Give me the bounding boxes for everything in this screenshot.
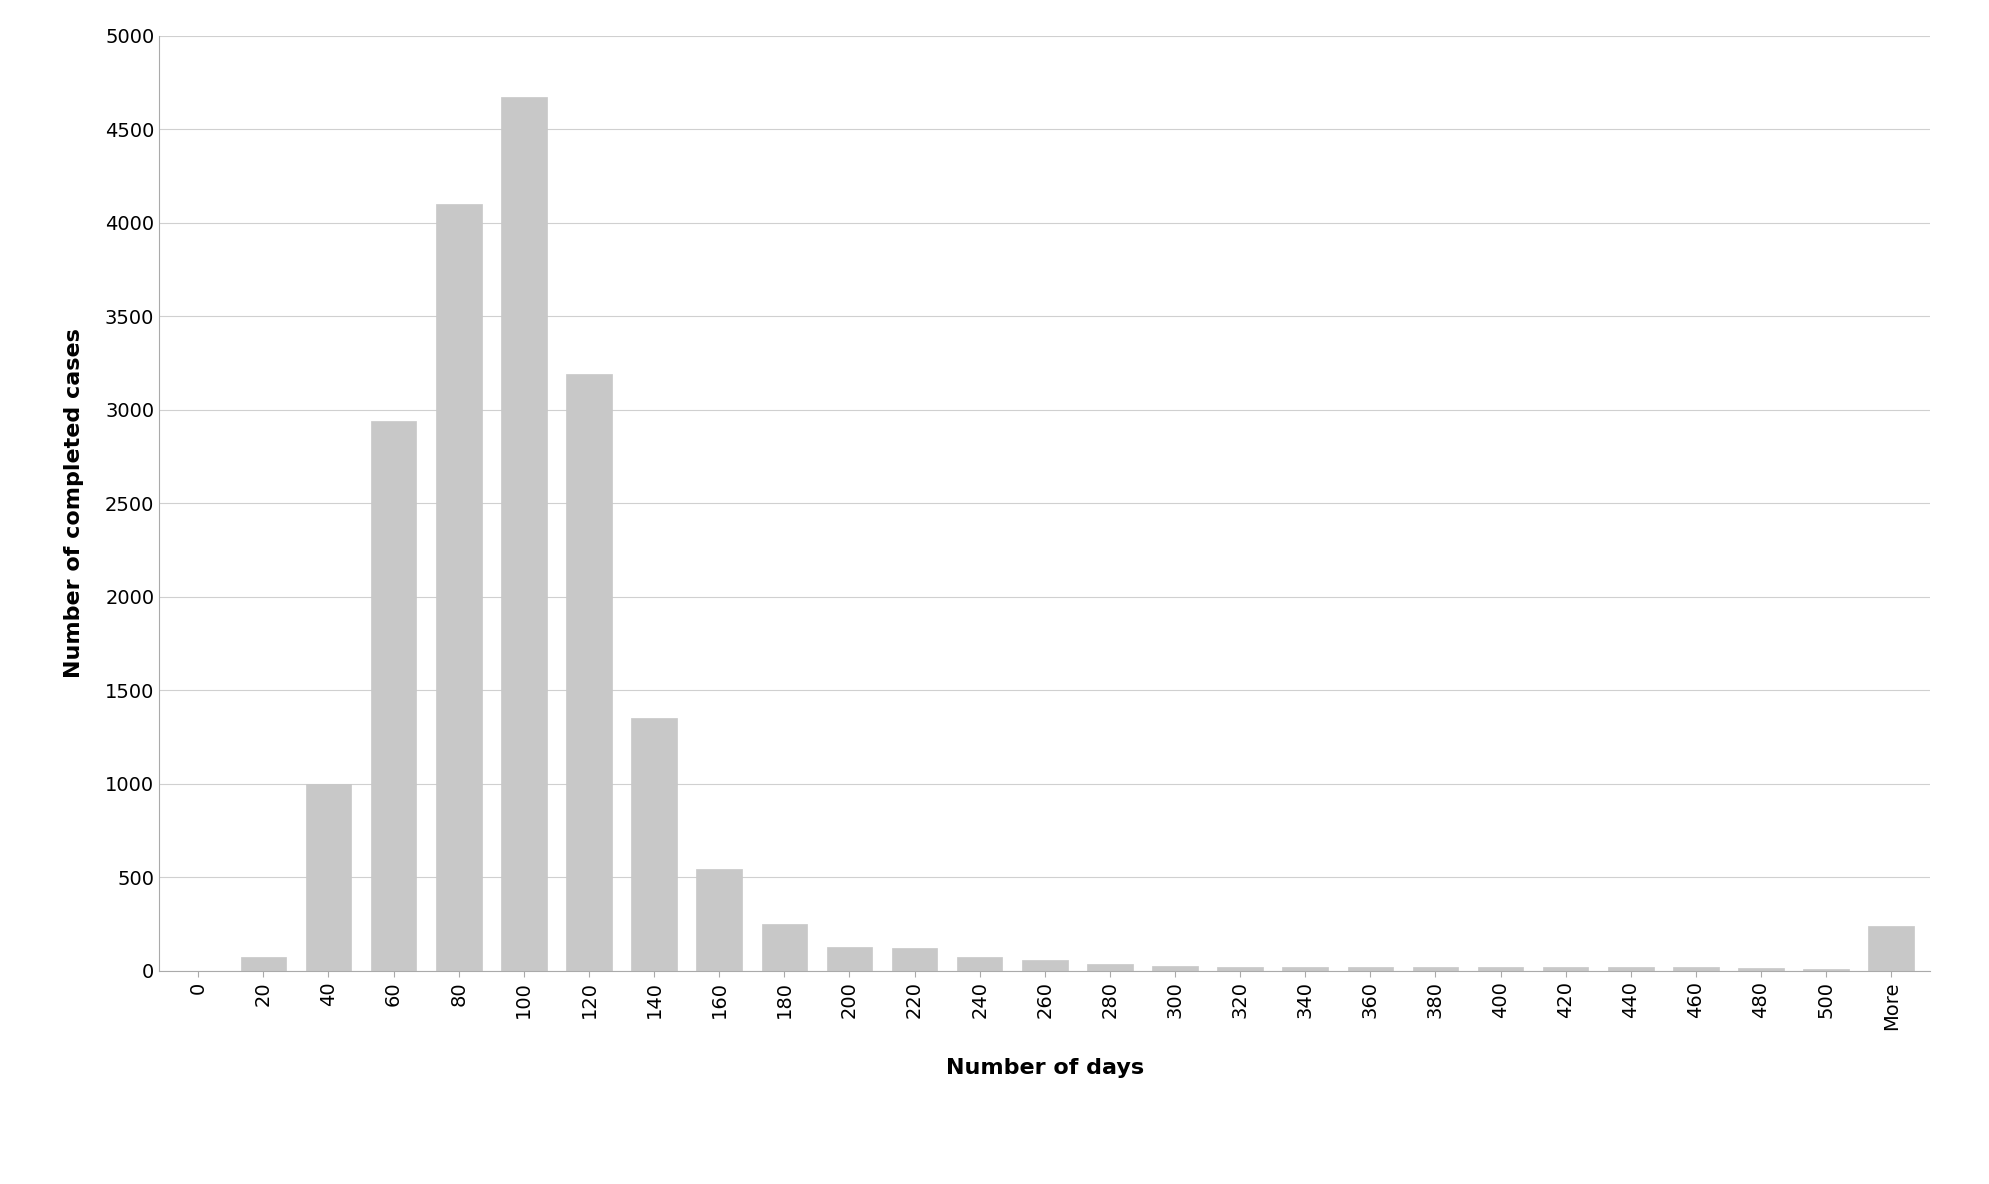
Bar: [825, 946, 871, 971]
Bar: [1347, 967, 1392, 971]
Bar: [567, 374, 611, 971]
Bar: [891, 948, 937, 971]
Bar: [957, 957, 1002, 971]
Bar: [436, 204, 481, 971]
Bar: [1868, 926, 1913, 971]
Bar: [1802, 969, 1848, 971]
X-axis label: Number of days: Number of days: [945, 1057, 1144, 1077]
Bar: [370, 420, 416, 971]
Bar: [306, 784, 352, 971]
Bar: [1281, 967, 1327, 971]
Bar: [631, 719, 676, 971]
Bar: [762, 925, 808, 971]
Bar: [1217, 967, 1263, 971]
Bar: [1152, 966, 1197, 971]
Bar: [1607, 967, 1653, 971]
Bar: [1478, 967, 1522, 971]
Bar: [696, 869, 742, 971]
Bar: [501, 97, 547, 971]
Bar: [1541, 967, 1587, 971]
Bar: [1022, 960, 1066, 971]
Bar: [1673, 967, 1718, 971]
Bar: [1412, 967, 1458, 971]
Bar: [241, 957, 286, 971]
Bar: [1086, 964, 1132, 971]
Bar: [1736, 969, 1782, 971]
Y-axis label: Number of completed cases: Number of completed cases: [64, 328, 84, 678]
